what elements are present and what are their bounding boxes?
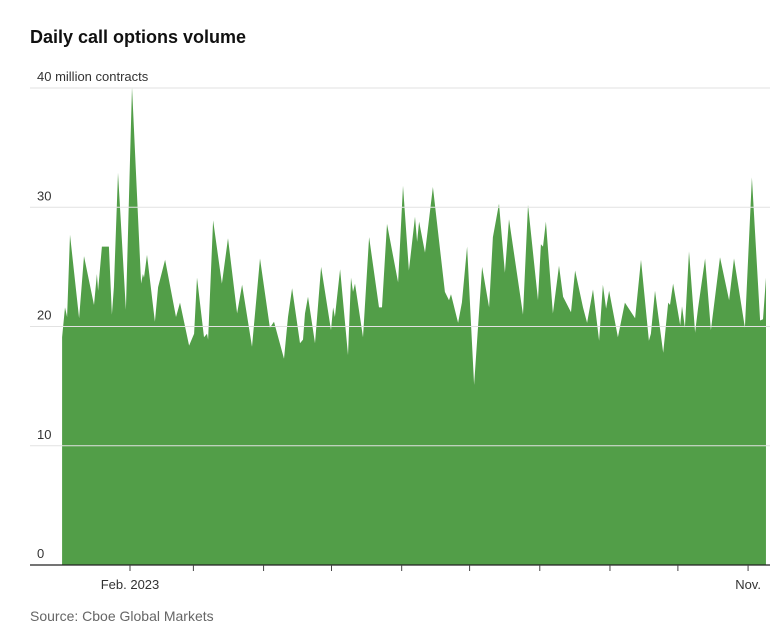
y-tick-label: 0 xyxy=(37,546,44,561)
x-tick-label: Nov. xyxy=(735,577,761,592)
y-tick-label: 10 xyxy=(37,427,51,442)
volume-area xyxy=(62,86,766,566)
x-tick-label: Feb. 2023 xyxy=(101,577,160,592)
chart-title: Daily call options volume xyxy=(30,27,247,47)
y-tick-label: 20 xyxy=(37,308,51,323)
y-tick-label: 30 xyxy=(37,188,51,203)
y-tick-label: 40 million contracts xyxy=(37,69,149,84)
source-note: Source: Cboe Global Markets xyxy=(30,608,214,624)
